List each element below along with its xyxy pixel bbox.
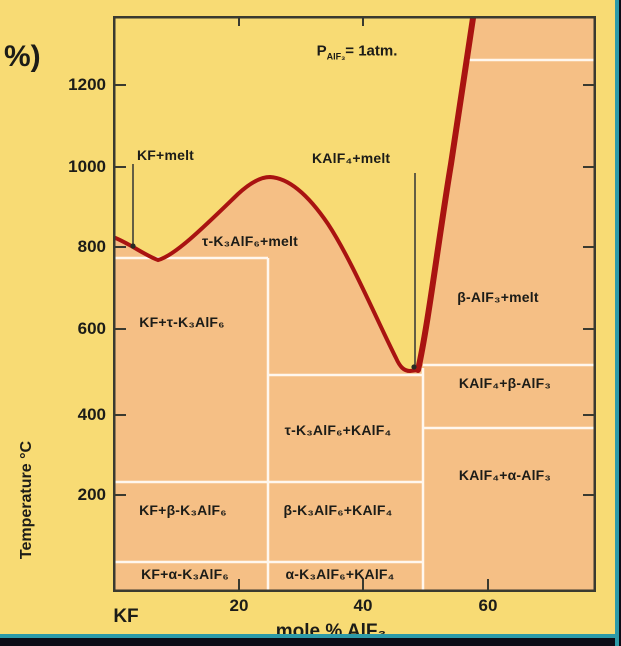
plot-frame — [113, 16, 596, 592]
pressure-annotation: PAlF₃= 1atm. — [317, 43, 398, 62]
phase-boundary-lines — [115, 58, 594, 590]
solid-region-fill — [113, 18, 596, 592]
bottom-border-dark-bar — [0, 638, 621, 646]
region-label-alpha-k3alf6-kalf4: α-K₃AlF₆+KAlF₄ — [285, 566, 395, 582]
y-tick-label-800: 800 — [77, 237, 106, 256]
region-label-kf-beta-k3alf6: KF+β-K₃AlF₆ — [139, 502, 227, 518]
y-tick-label-1200: 1200 — [68, 75, 106, 94]
x-axis-origin-label: KF — [113, 606, 139, 627]
pressure-subscript: AlF₃ — [326, 51, 346, 62]
pressure-symbol: P — [316, 42, 327, 60]
region-label-kalf4-beta-alf3: KAlF₄+β-AlF₃ — [458, 375, 552, 391]
alf3-liquidus-steep — [415, 16, 476, 373]
y-tick-label-1000: 1000 — [68, 157, 106, 176]
kalf4-eutectic-dot — [411, 364, 417, 370]
x-tick-label-40: 40 — [353, 596, 373, 615]
region-label-tau-k3alf6-kalf4: τ-K₃AlF₆+KAlF₄ — [284, 422, 392, 438]
x-tick-label-20: 20 — [229, 596, 249, 615]
bottom-border-teal-line — [0, 634, 621, 638]
kf-eutectic-dot — [130, 243, 136, 249]
pressure-value: = 1atm. — [345, 42, 398, 60]
y-axis-title: Temperature °C — [18, 440, 35, 560]
phase-diagram-canvas — [113, 16, 596, 592]
liquidus-curve — [113, 174, 420, 374]
right-border-dark-bar — [619, 0, 621, 646]
indicator-lines — [132, 164, 416, 366]
region-label-kf-melt: KF+melt — [137, 147, 195, 163]
corner-text-fragment: %) — [4, 40, 41, 73]
region-label-tau-k3alf6-melt: τ-K₃AlF₆+melt — [202, 233, 298, 249]
y-tick-label-600: 600 — [77, 319, 106, 338]
y-tick-label-400: 400 — [77, 405, 106, 424]
y-tick-label-200: 200 — [77, 485, 106, 504]
region-label-kf-alpha-k3alf6: KF+α-K₃AlF₆ — [141, 566, 229, 582]
region-label-kalf4-melt: KAlF₄+melt — [312, 150, 391, 166]
region-label-beta-k3alf6-kalf4: β-K₃AlF₆+KAlF₄ — [283, 502, 393, 518]
region-label-kf-tau-k3alf6: KF+τ-K₃AlF₆ — [139, 314, 225, 330]
region-label-beta-alf3-melt: β-AlF₃+melt — [457, 289, 539, 305]
x-tick-label-60: 60 — [478, 596, 498, 615]
region-label-kalf4-alpha-alf3: KAlF₄+α-AlF₃ — [458, 467, 552, 483]
plot-area: PAlF₃= 1atm. KF+melt KAlF₄+melt τ-K₃AlF₆… — [113, 16, 596, 592]
axis-ticks — [115, 18, 594, 590]
right-border-teal-line — [615, 0, 619, 646]
